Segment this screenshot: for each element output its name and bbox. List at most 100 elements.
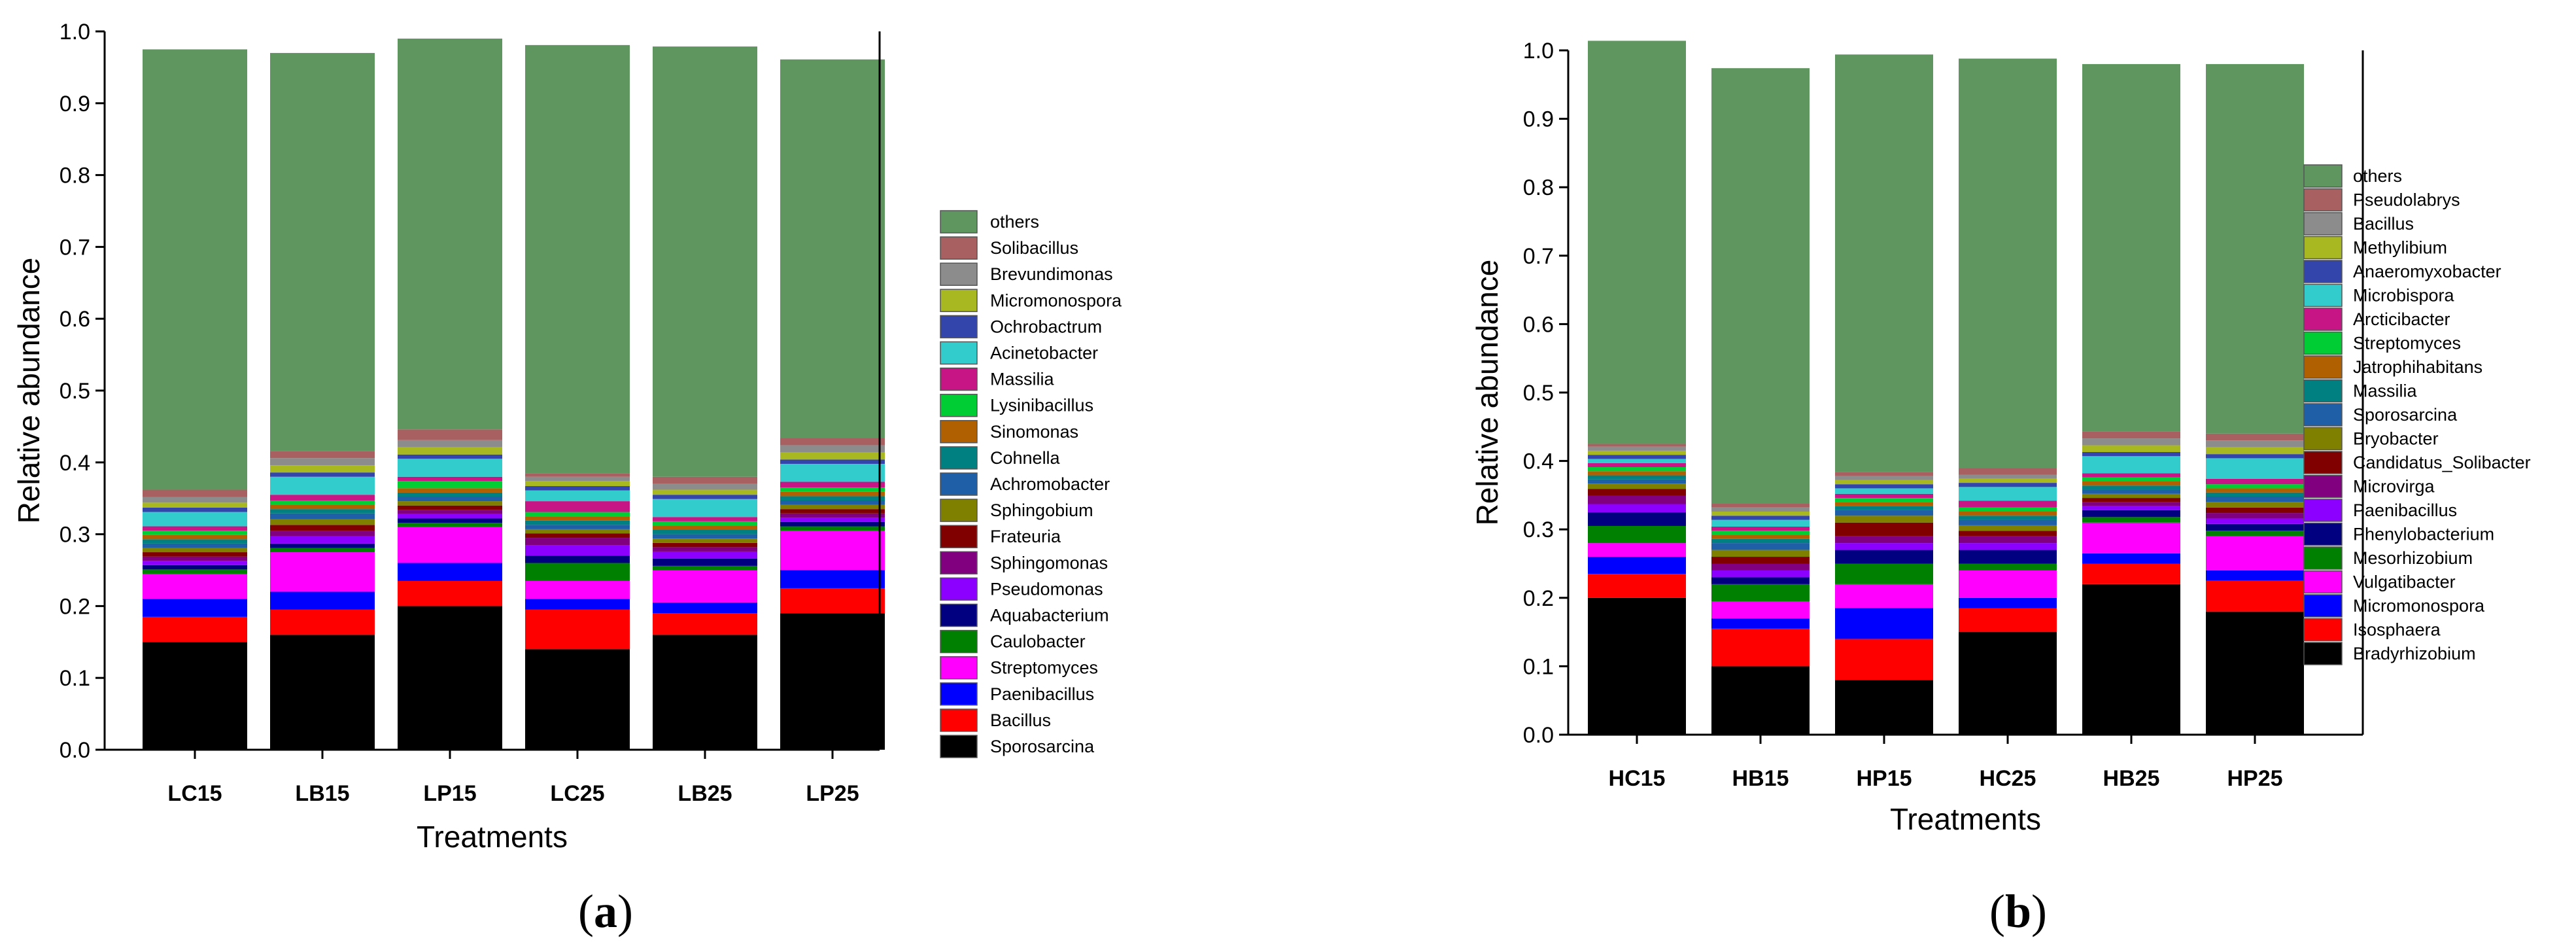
chart-a-bar-LB25-Sphingobium [653,538,757,543]
chart-b-bar-HB25-Phenylobacterium [2082,510,2180,517]
chart-a-legend-swatch-Sphingomonas [940,551,978,575]
chart-b-bar-HP25-Bacillus [2206,440,2304,447]
chart-a-bar-LC25-Solibacillus [525,473,630,477]
chart-a-legend-swatch-Pseudomonas [940,577,978,601]
chart-a-legend-label-Cohnella: Cohnella [990,448,1061,468]
chart-b-legend-swatch-Mesorhizobium [2303,546,2343,570]
chart-b-bar-HB25-Bacillus [2082,438,2180,446]
chart-a-bar-LP15-Micromonospora [398,447,502,455]
chart-b-bar-HB25-Arcticibacter [2082,473,2180,478]
chart-a-bar-LB15-Sinomonas [270,504,375,510]
chart-a-bar-LC15-Bacillus [143,616,247,642]
chart-a-bar-LP25-Sphingobium [780,504,885,510]
chart-b-bar-HB25-Sporosarcina [2082,489,2180,494]
chart-b-y-tick-label-0.4: 0.4 [1523,449,1554,474]
chart-a-legend-swatch-others [940,210,978,234]
chart-a-legend-label-Massilia: Massilia [990,370,1055,389]
chart-b-y-tick-label-0.1: 0.1 [1523,654,1554,679]
chart-a-bar-LB15-Solibacillus [270,451,375,459]
chart-a-bar-LC15-Ochrobactrum [143,507,247,512]
chart-a-legend-label-Lysinibacillus: Lysinibacillus [990,396,1093,415]
chart-b-legend-swatch-Bacillus [2303,212,2343,236]
chart-a-bar-LB15-Acinetobacter [270,476,375,495]
chart-a-bar-LC25-Massilia [525,501,630,512]
chart-a-bar-LP15-Acinetobacter [398,459,502,477]
chart-a-bar-LC25-Paenibacillus [525,599,630,610]
chart-a-bar-LB15-Achromobacter [270,513,375,519]
chart-b-bar-HB15-Streptomyces [1711,531,1810,535]
chart-b-legend-swatch-Isosphaera [2303,618,2343,642]
chart-a-legend-label-Caulobacter: Caulobacter [990,632,1086,652]
chart-a-legend-label-Aquabacterium: Aquabacterium [990,606,1109,625]
chart-b-bar-HC15-Bradyrhizobium [1588,597,1686,735]
chart-a-bar-LB25-Acinetobacter [653,499,757,517]
chart-a-bar-LP25-Acinetobacter [780,463,885,482]
chart-a-bar-LB15-Bacillus [270,609,375,635]
chart-a-bar-LC15-Solibacillus [143,489,247,497]
chart-b-bar-HC15-Anaeromyxobacter [1588,455,1686,459]
chart-a-bar-LP25-Massilia [780,482,885,488]
chart-a-bar-LC15-Achromobacter [143,543,247,548]
chart-b-y-axis-title: Relative abundance [1470,260,1504,526]
chart-a-bar-LB25-Ochrobactrum [653,495,757,499]
chart-b-bar-HC25-Bradyrhizobium [1959,632,2057,735]
chart-b-bar-HC15-Paenibacillus [1588,504,1686,513]
chart-a-bar-LB15-Frateuria [270,525,375,531]
chart-b-bar-HP25-Paenibacillus [2206,518,2304,524]
chart-b-bar-HB25-Microbispora [2082,456,2180,474]
chart-a-bar-LC15-Pseudomonas [143,561,247,565]
chart-b-bar-HC15-Bacillus [1588,446,1686,451]
chart-b-y-tick-label-0.9: 0.9 [1523,107,1554,132]
chart-a-bar-LP15-Paenibacillus [398,563,502,581]
chart-a-legend-label-Bacillus: Bacillus [990,710,1051,730]
chart-b-bar-HP25-Micromonospora [2206,570,2304,581]
chart-a-bar-LP25-Bacillus [780,587,885,614]
chart-a-legend-label-Streptomyces: Streptomyces [990,658,1098,678]
chart-b-y-tick-label-0.2: 0.2 [1523,586,1554,611]
chart-a-legend-swatch-Aquabacterium [940,603,978,627]
chart-a-bar-LP25-Streptomyces [780,531,885,570]
chart-a-bar-LB25-Caulobacter [653,565,757,570]
chart-b-bar-HC25-Vulgatibacter [1959,570,2057,598]
chart-a-bar-LB15-Brevundimonas [270,458,375,466]
chart-a-bar-LB25-Frateuria [653,542,757,548]
chart-a-bar-LC15-Paenibacillus [143,599,247,617]
chart-a-x-tick-label-LC15: LC15 [167,781,222,806]
chart-b-bar-HB15-Anaeromyxobacter [1711,516,1810,520]
chart-a-bar-LC25-Aquabacterium [525,555,630,563]
chart-a-bar-LP25-Sinomonas [780,491,885,497]
chart-b-bar-HC15-Isosphaera [1588,574,1686,598]
chart-a-bar-LP25-Frateuria [780,509,885,514]
chart-b-bar-HB15-Pseudolabrys [1711,503,1810,508]
chart-a-y-tick-label-0.0: 0.0 [60,738,90,763]
chart-a-bar-LP15-Ochrobactrum [398,454,502,459]
chart-b-bar-HP25-Streptomyces [2206,484,2304,489]
chart-b-legend-label-Phenylobacterium: Phenylobacterium [2353,525,2494,544]
chart-b-bar-HP15-Microvirga [1835,536,1933,544]
chart-a-bar-LP25-Lysinibacillus [780,487,885,492]
chart-a-bar-LB15-Streptomyces [270,552,375,592]
chart-b-y-tick-label-0.0: 0.0 [1523,723,1554,748]
chart-b-bar-HP15-Arcticibacter [1835,493,1933,499]
chart-a-legend-label-Paenibacillus: Paenibacillus [990,684,1094,704]
chart-b-y-tick-label-0.8: 0.8 [1523,175,1554,200]
chart-b-bar-HC25-Isosphaera [1959,608,2057,633]
chart-a-bar-LB25-Sphingomonas [653,547,757,552]
chart-a-bar-LP25-Ochrobactrum [780,459,885,464]
chart-b-bar-HP15-Jatrophihabitans [1835,502,1933,506]
chart-b-legend-swatch-Bryobacter [2303,427,2343,451]
chart-b-legend-label-Methylibium: Methylibium [2353,238,2447,258]
chart-b-bar-HP25-Bryobacter [2206,502,2304,508]
chart-b-bar-HB25-Pseudolabrys [2082,431,2180,439]
chart-a-bar-LC25-Bacillus [525,609,630,650]
chart-b-bar-HP15-Isosphaera [1835,639,1933,680]
chart-a-legend-label-Achromobacter: Achromobacter [990,474,1110,494]
chart-a-bar-LC25-others [525,44,630,474]
chart-b-bar-HP15-Anaeromyxobacter [1835,484,1933,489]
chart-a-legend-label-Sphingobium: Sphingobium [990,500,1093,520]
chart-b-bar-HP25-Isosphaera [2206,580,2304,612]
chart-b-bar-HB15-Sporosarcina [1711,543,1810,550]
chart-b-y-tick-label-0.6: 0.6 [1523,312,1554,337]
chart-a-legend-label-others: others [990,212,1039,232]
chart-a-legend-label-Frateuria: Frateuria [990,527,1061,546]
